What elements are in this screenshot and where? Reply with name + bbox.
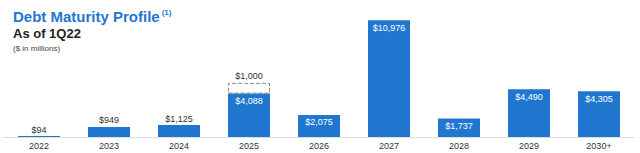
svg-text:(1): (1) (162, 8, 172, 17)
svg-text:$949: $949 (99, 115, 119, 125)
svg-text:2027: 2027 (379, 141, 399, 151)
svg-text:$1,000: $1,000 (235, 71, 263, 81)
svg-text:2026: 2026 (309, 141, 329, 151)
svg-text:2029: 2029 (519, 141, 539, 151)
svg-text:$2,075: $2,075 (305, 117, 333, 127)
svg-text:$4,088: $4,088 (235, 96, 263, 106)
svg-text:2022: 2022 (29, 141, 49, 151)
svg-text:($ in millions): ($ in millions) (13, 44, 60, 53)
svg-text:$1,737: $1,737 (445, 121, 473, 131)
svg-text:2023: 2023 (99, 141, 119, 151)
svg-text:2024: 2024 (169, 141, 189, 151)
svg-text:$10,976: $10,976 (373, 23, 406, 33)
svg-text:$4,305: $4,305 (585, 94, 613, 104)
svg-text:As of 1Q22: As of 1Q22 (13, 26, 81, 41)
svg-text:2030+: 2030+ (586, 141, 611, 151)
svg-text:$1,125: $1,125 (165, 114, 193, 124)
svg-text:$94: $94 (31, 125, 46, 135)
svg-text:2025: 2025 (239, 141, 259, 151)
svg-text:Debt Maturity Profile: Debt Maturity Profile (13, 8, 160, 25)
svg-text:2028: 2028 (449, 141, 469, 151)
svg-text:$4,490: $4,490 (515, 92, 543, 102)
